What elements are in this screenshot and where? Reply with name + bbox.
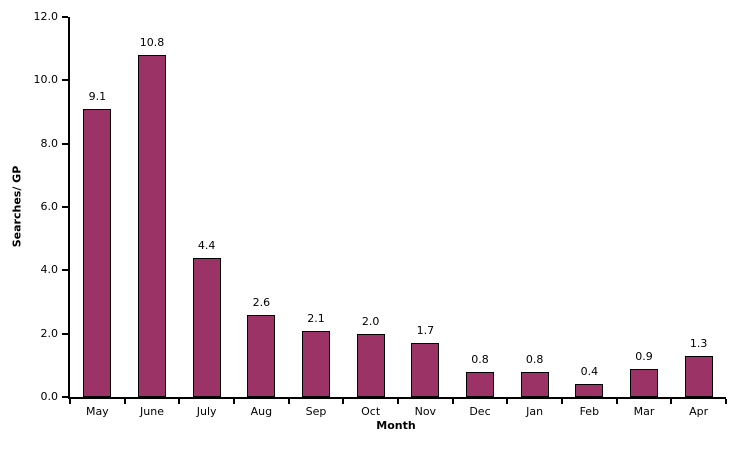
y-tick-label: 10.0 xyxy=(33,73,59,87)
bar-aug xyxy=(247,314,276,397)
bar-jan xyxy=(520,371,549,397)
x-tick-label-apr: Apr xyxy=(689,405,709,418)
bar-dec xyxy=(466,371,494,397)
x-tick-label-dec: Dec xyxy=(469,405,491,418)
bar-value-label: 2.0 xyxy=(361,314,380,328)
y-tick-label: 4.0 xyxy=(40,263,59,277)
x-tick-mark xyxy=(451,399,454,404)
y-tick-mark xyxy=(62,142,68,145)
x-tick-label-mar: Mar xyxy=(633,405,655,418)
bar-value-label: 2.6 xyxy=(252,295,271,309)
x-tick-label-june: June xyxy=(140,405,164,418)
x-tick-mark xyxy=(561,399,563,404)
bar-feb xyxy=(575,384,604,397)
y-tick-label: 2.0 xyxy=(40,326,59,340)
bar-mar xyxy=(630,368,658,397)
plot-area: 0.0 2.0 4.0 6.0 8.0 10.0 12.0 9.1 May 10.8 June 4.4… xyxy=(34,10,727,418)
x-tick-mark xyxy=(233,399,235,404)
y-tick-mark xyxy=(62,269,68,272)
bar-value-label: 0.9 xyxy=(635,349,653,363)
x-tick-label-aug: Aug xyxy=(250,405,273,418)
bar-june xyxy=(138,55,166,397)
x-tick-mark xyxy=(615,399,618,404)
x-tick-label-nov: Nov xyxy=(414,405,437,418)
y-tick-mark xyxy=(62,206,68,208)
bar-value-label: 1.7 xyxy=(416,324,435,338)
bar-value-label: 0.4 xyxy=(580,365,599,379)
bar-value-label: 0.8 xyxy=(471,352,489,366)
y-tick-mark xyxy=(62,396,68,398)
x-tick-mark xyxy=(342,399,345,404)
x-tick-mark xyxy=(123,399,126,404)
x-tick-mark xyxy=(506,399,509,404)
bar-july xyxy=(192,257,221,397)
x-tick-mark xyxy=(287,399,290,404)
x-tick-label-oct: Oct xyxy=(361,405,381,418)
x-tick-mark xyxy=(725,399,727,404)
x-tick-label-feb: Feb xyxy=(579,405,600,418)
y-tick-mark xyxy=(62,16,68,18)
bar-value-label: 10.8 xyxy=(139,36,165,49)
y-tick-label: 0.0 xyxy=(40,390,59,403)
x-tick-label-jan: Jan xyxy=(526,405,544,418)
bar-value-label: 0.8 xyxy=(525,352,544,366)
y-tick-mark xyxy=(62,332,68,335)
x-tick-label-july: July xyxy=(196,405,217,418)
x-tick-mark xyxy=(397,399,399,404)
x-tick-mark xyxy=(69,399,71,404)
bar-value-label: 2.1 xyxy=(307,311,325,325)
bar-nov xyxy=(411,343,440,397)
bar-oct xyxy=(356,333,385,397)
bar-sep xyxy=(302,330,330,397)
bar-value-label: 1.3 xyxy=(689,336,708,350)
bar-value-label: 9.1 xyxy=(88,89,107,103)
x-axis-title: Month xyxy=(376,419,416,432)
x-tick-mark xyxy=(670,399,673,404)
y-tick-label: 12.0 xyxy=(33,10,59,23)
bar-apr xyxy=(684,355,713,397)
y-tick-label: 8.0 xyxy=(40,136,59,150)
y-tick-mark xyxy=(62,79,68,82)
x-tick-label-may: May xyxy=(85,405,109,418)
bar-value-label: 4.4 xyxy=(197,238,216,252)
bar-may xyxy=(83,108,112,397)
x-tick-label-sep: Sep xyxy=(305,405,327,418)
y-tick-label: 6.0 xyxy=(40,200,59,213)
x-tick-mark xyxy=(178,399,181,404)
